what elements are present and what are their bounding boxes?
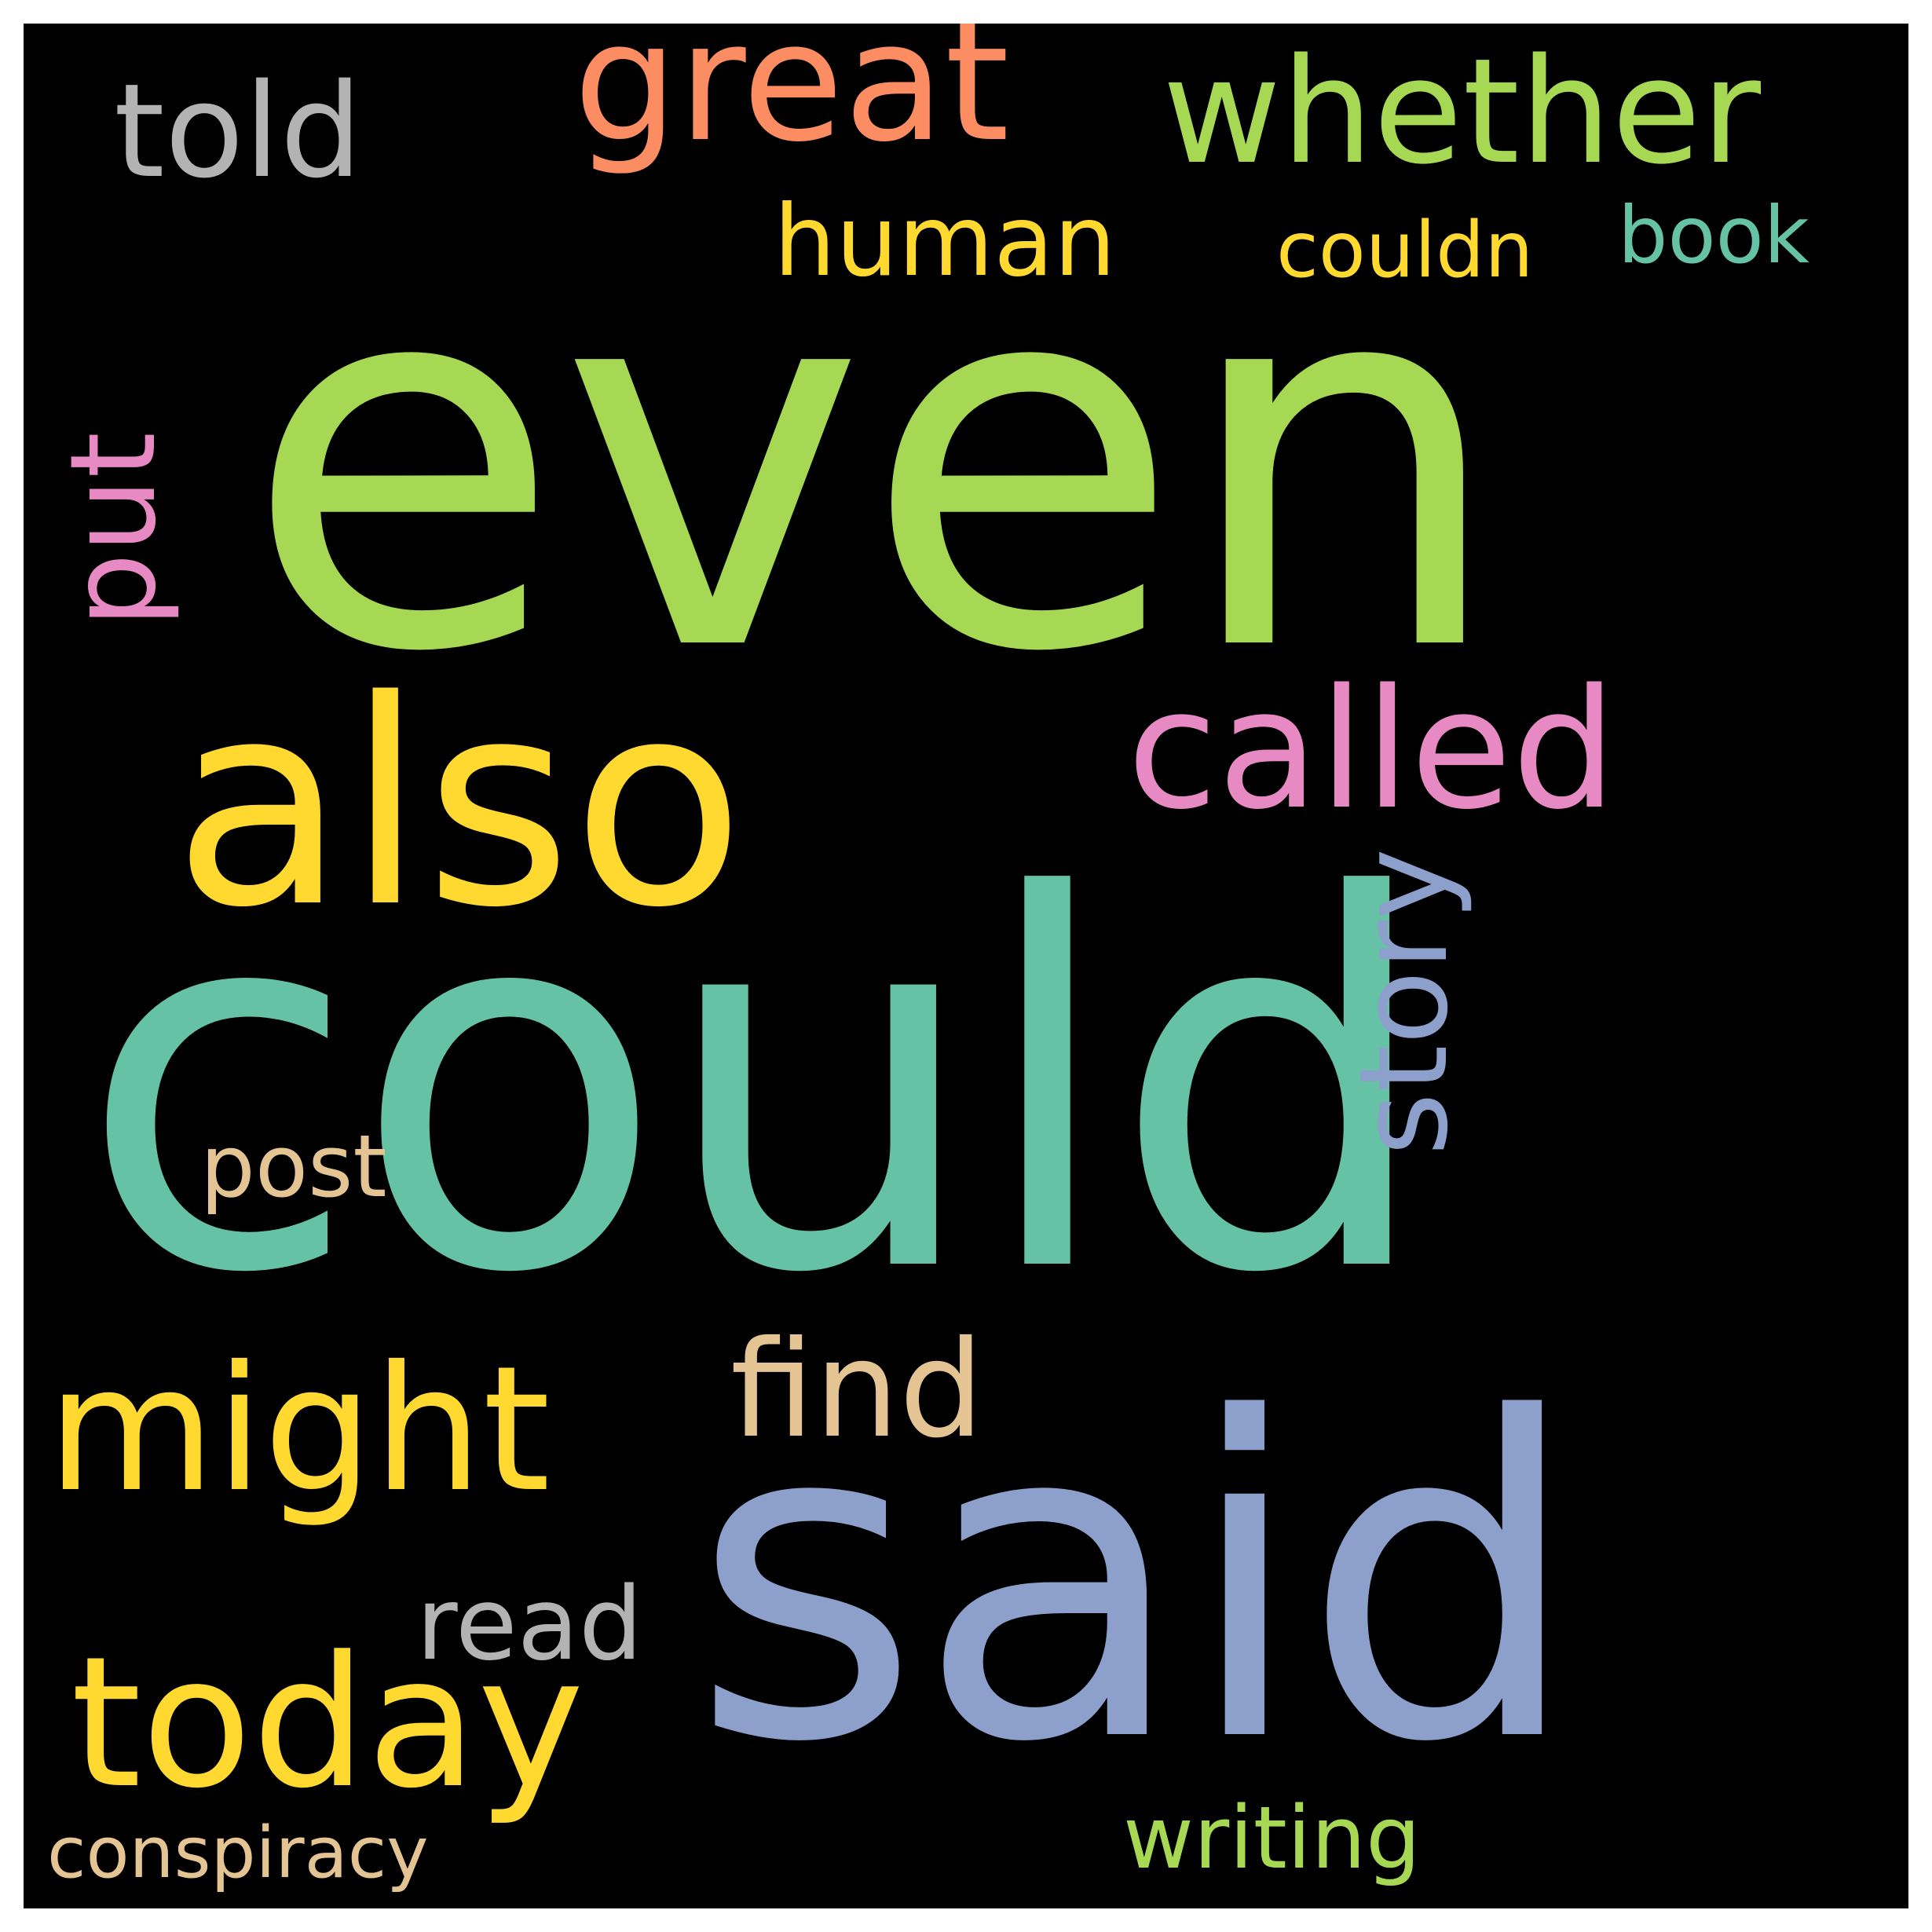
word-writing: writing [1123,1787,1421,1888]
word-even: even [243,161,1507,765]
word-couldn: couldn [1276,206,1534,295]
word-whether: whether [1162,27,1762,196]
word-story: story [1333,848,1475,1156]
word-human: human [774,185,1117,298]
word-post: post [200,1116,387,1217]
word-read: read [416,1566,643,1683]
word-called: called [1127,653,1617,846]
word-book: book [1618,189,1809,281]
word-could: could [79,791,1436,1385]
word-might: might [47,1329,551,1530]
word-also: also [173,640,745,969]
word-great: great [573,24,1010,178]
word-find: find [730,1312,984,1468]
word-conspiracy: conspiracy [47,1812,429,1894]
word-today: today [71,1619,584,1828]
word-told: told [114,56,363,207]
word-said: said [691,1326,1582,1839]
word-cloud: even could said also great whether told … [24,24,1908,1908]
word-put: put [46,432,182,628]
